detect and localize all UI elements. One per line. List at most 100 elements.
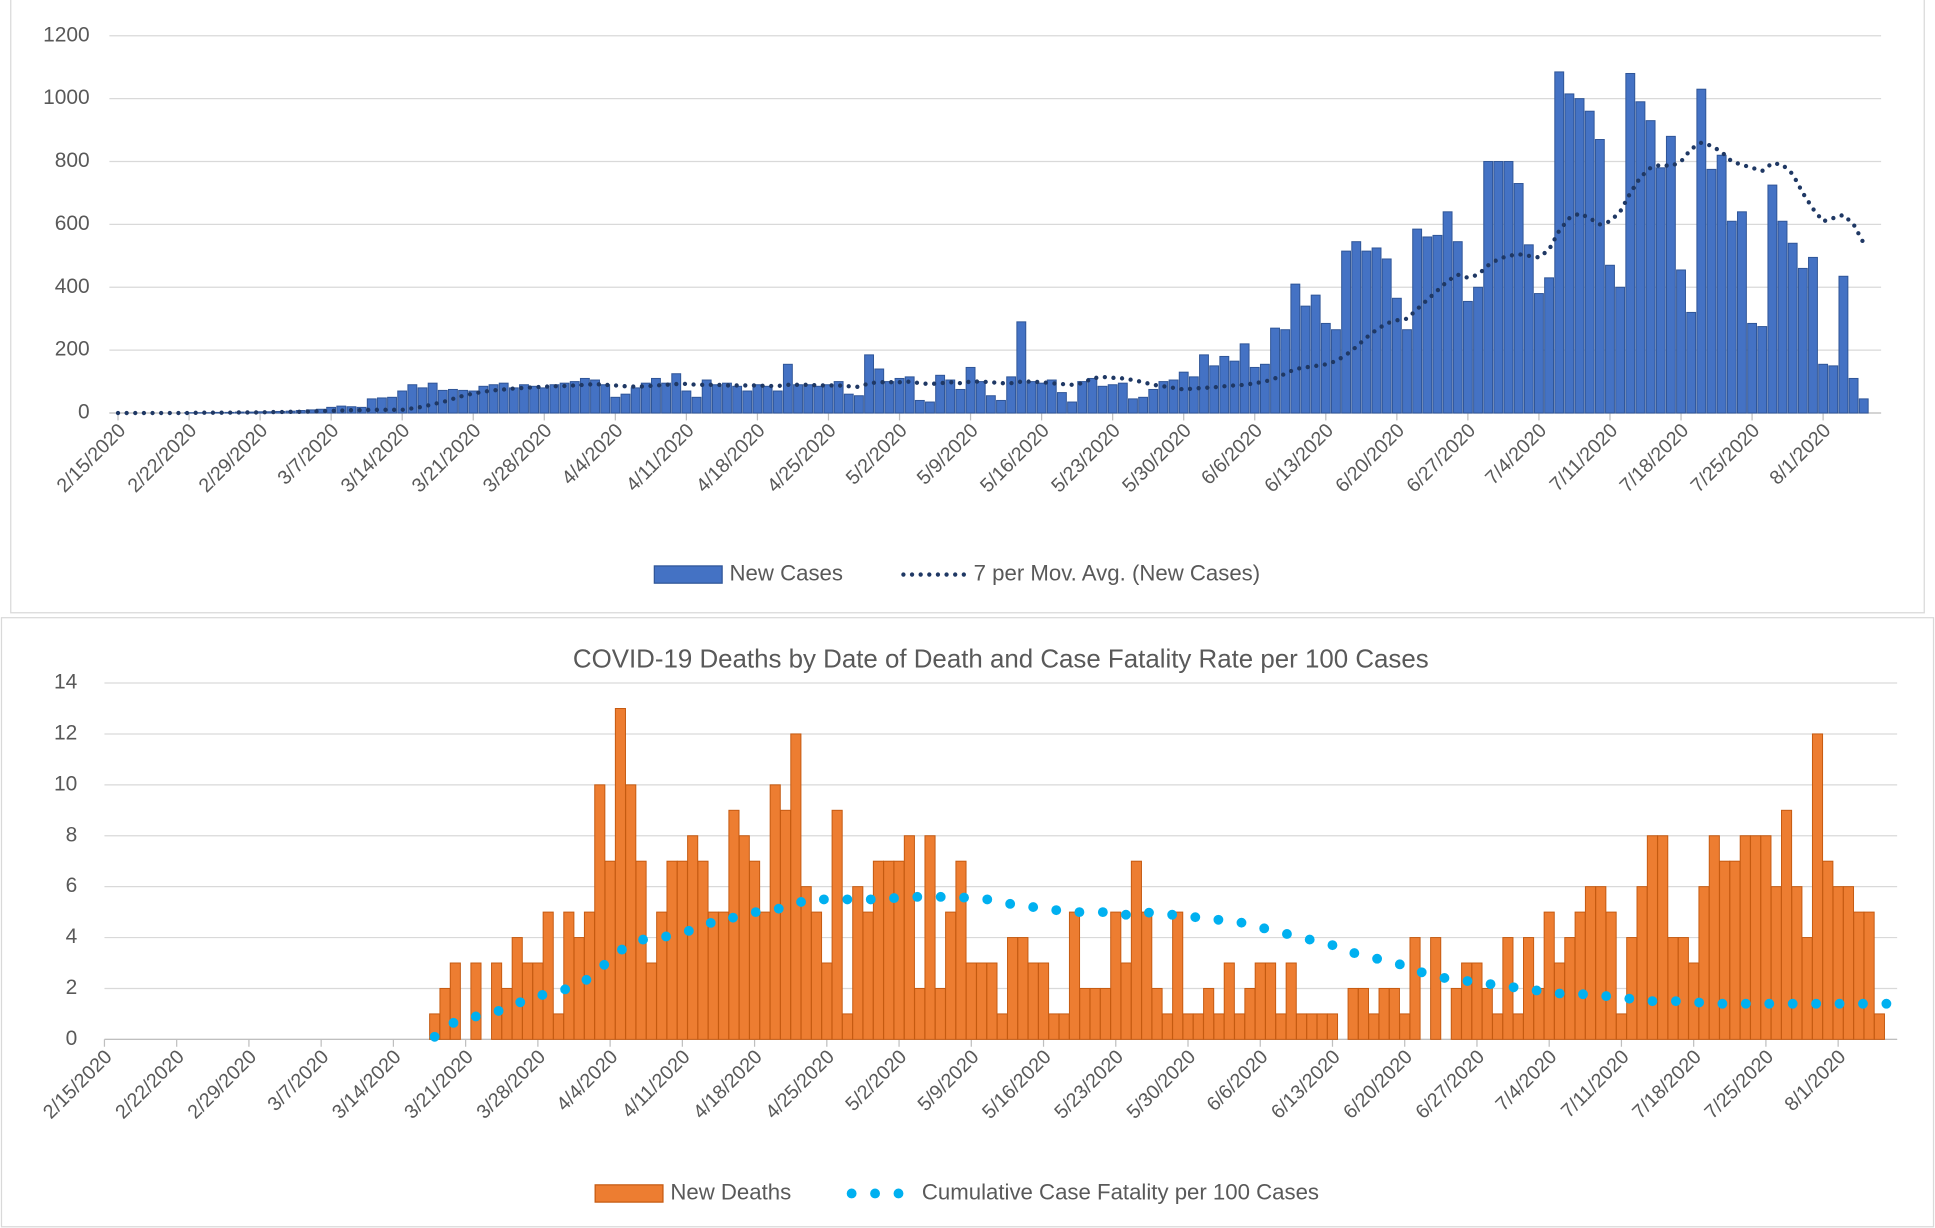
bar	[458, 389, 469, 414]
bar	[532, 962, 544, 1040]
bar	[1452, 241, 1463, 414]
x-tick-label: 3/28/2020	[472, 1046, 550, 1124]
bar	[1523, 937, 1535, 1040]
x-tick-label: 5/2/2020	[842, 419, 912, 489]
bar	[1584, 886, 1597, 1040]
bar	[1667, 937, 1679, 1040]
bar	[1128, 398, 1138, 414]
bar	[1787, 242, 1798, 414]
bar	[1828, 365, 1839, 414]
bar	[1636, 886, 1648, 1040]
bar	[610, 396, 621, 414]
bar	[519, 384, 529, 414]
bar	[681, 390, 692, 414]
bar	[529, 385, 540, 414]
bar	[1046, 379, 1057, 414]
bar	[1543, 911, 1555, 1040]
bar	[1357, 987, 1369, 1040]
y-tick-label: 4	[66, 925, 78, 948]
x-tick-label: 4/4/2020	[552, 1046, 622, 1116]
y-tick-label: 2	[66, 976, 78, 999]
top-panel	[10, 0, 1925, 614]
x-tick-label: 7/4/2020	[1481, 419, 1551, 489]
bar	[1858, 398, 1869, 414]
bar	[749, 860, 761, 1040]
bar	[1399, 1013, 1411, 1040]
bar	[996, 399, 1006, 414]
bar	[1168, 379, 1179, 414]
bar	[874, 368, 885, 414]
y-tick-label: 1200	[43, 23, 90, 46]
bar	[1331, 329, 1341, 414]
bar	[1254, 962, 1266, 1040]
bar	[666, 860, 678, 1040]
bar	[833, 381, 844, 414]
bar	[1182, 1013, 1194, 1040]
bar	[759, 911, 771, 1040]
bar	[1209, 365, 1220, 414]
bar	[594, 784, 606, 1040]
bar	[722, 382, 732, 414]
x-tick-label: 7/25/2020	[1700, 1046, 1778, 1124]
bar	[1462, 300, 1473, 414]
bar	[1048, 1013, 1060, 1040]
x-tick-label: 7/11/2020	[1546, 419, 1623, 496]
bar	[511, 937, 523, 1040]
bar	[1706, 168, 1717, 414]
bar	[1087, 377, 1098, 414]
bar	[491, 962, 503, 1040]
bar	[1574, 911, 1586, 1040]
bar	[366, 398, 377, 414]
x-tick-label: 6/13/2020	[1267, 1046, 1345, 1124]
legend-label: New Cases	[730, 560, 843, 585]
x-tick-label: 4/11/2020	[622, 419, 699, 496]
bar	[862, 911, 874, 1040]
bar	[1716, 154, 1727, 414]
bar	[813, 385, 824, 414]
bar	[552, 1013, 565, 1040]
bar	[417, 387, 428, 414]
bar	[965, 962, 977, 1040]
bar	[1295, 1013, 1308, 1040]
bar	[1461, 962, 1473, 1040]
x-tick-label: 5/16/2020	[976, 419, 1054, 497]
bar	[1523, 244, 1534, 414]
bar	[1130, 860, 1142, 1040]
bar	[852, 886, 864, 1040]
bar	[803, 384, 814, 414]
bar	[1280, 329, 1291, 414]
bar	[1564, 937, 1576, 1040]
y-tick-label: 800	[55, 149, 90, 172]
bar	[1873, 1013, 1885, 1040]
x-tick-label: 7/4/2020	[1492, 1046, 1562, 1116]
bar	[1077, 381, 1088, 414]
bar	[1564, 93, 1575, 414]
x-tick-label: 5/2/2020	[841, 1046, 911, 1116]
bar	[1729, 860, 1741, 1040]
bar	[1016, 321, 1027, 414]
bar	[1450, 987, 1462, 1040]
bar	[810, 911, 823, 1040]
x-tick-label: 6/13/2020	[1260, 419, 1338, 497]
bar	[752, 384, 763, 414]
bar	[711, 384, 722, 414]
bar	[1110, 911, 1122, 1040]
bar	[559, 382, 570, 414]
bar	[651, 377, 661, 414]
bar	[1188, 376, 1199, 414]
bar	[986, 962, 998, 1040]
x-tick-label: 3/7/2020	[263, 1046, 333, 1116]
bar	[883, 860, 895, 1040]
bar	[914, 399, 925, 414]
bar	[853, 395, 864, 414]
bar	[1223, 962, 1235, 1040]
bar	[772, 390, 783, 414]
bar	[488, 384, 499, 414]
bar	[1544, 277, 1555, 414]
legend-label: Cumulative Case Fatality per 100 Cases	[922, 1179, 1319, 1204]
x-tick-label: 6/27/2020	[1402, 419, 1480, 497]
bar	[1068, 911, 1081, 1040]
bar	[1172, 911, 1184, 1040]
bar	[635, 860, 647, 1040]
x-tick-label: 5/9/2020	[914, 1046, 984, 1116]
